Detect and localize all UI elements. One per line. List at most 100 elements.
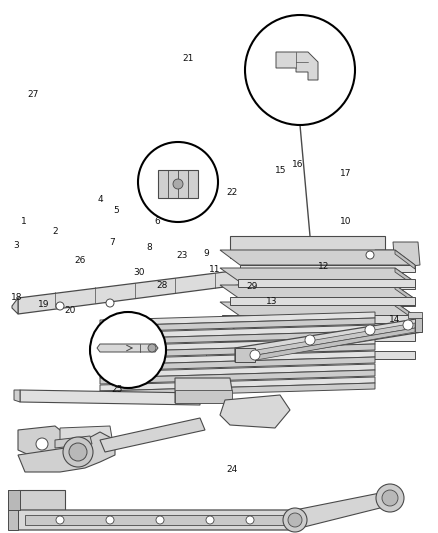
Polygon shape [8, 490, 18, 530]
Text: 12: 12 [318, 262, 330, 271]
Text: 23: 23 [176, 252, 187, 260]
Polygon shape [395, 285, 415, 303]
Polygon shape [220, 250, 415, 265]
Polygon shape [395, 268, 415, 286]
Polygon shape [18, 248, 415, 314]
Polygon shape [60, 426, 112, 440]
Text: 29: 29 [246, 282, 258, 291]
Text: 6: 6 [155, 217, 161, 225]
Circle shape [173, 179, 183, 189]
Polygon shape [220, 302, 415, 316]
Polygon shape [100, 370, 375, 384]
Polygon shape [393, 242, 420, 268]
Text: 2: 2 [52, 228, 57, 236]
Polygon shape [100, 312, 375, 326]
Polygon shape [206, 351, 415, 359]
Circle shape [156, 516, 164, 524]
Polygon shape [175, 378, 232, 403]
Polygon shape [20, 390, 200, 405]
Circle shape [56, 516, 64, 524]
Polygon shape [8, 490, 20, 510]
Circle shape [63, 437, 93, 467]
Polygon shape [395, 250, 415, 269]
Polygon shape [375, 250, 402, 278]
Polygon shape [220, 268, 415, 282]
Text: 21: 21 [183, 54, 194, 63]
Polygon shape [100, 418, 205, 452]
Text: 17: 17 [340, 169, 352, 177]
Circle shape [206, 516, 214, 524]
Polygon shape [235, 348, 255, 362]
Text: 30: 30 [134, 269, 145, 277]
Polygon shape [100, 344, 375, 358]
Polygon shape [100, 377, 375, 391]
Polygon shape [230, 250, 385, 258]
Circle shape [283, 508, 307, 532]
Polygon shape [395, 319, 415, 337]
Polygon shape [14, 390, 20, 402]
Circle shape [246, 516, 254, 524]
Polygon shape [222, 315, 415, 323]
Polygon shape [100, 364, 375, 378]
Circle shape [106, 516, 114, 524]
Text: 19: 19 [38, 301, 49, 309]
Polygon shape [18, 490, 65, 510]
Polygon shape [100, 331, 375, 345]
Text: 22: 22 [226, 189, 238, 197]
Circle shape [138, 142, 218, 222]
Circle shape [403, 320, 413, 330]
Circle shape [366, 251, 374, 259]
Polygon shape [280, 258, 330, 310]
Polygon shape [276, 52, 318, 80]
Polygon shape [220, 319, 415, 333]
Polygon shape [220, 285, 415, 299]
Text: 15: 15 [275, 166, 286, 175]
Polygon shape [55, 436, 92, 448]
Polygon shape [295, 268, 322, 285]
Text: 14: 14 [389, 316, 400, 324]
Circle shape [365, 325, 375, 335]
Circle shape [376, 484, 404, 512]
Polygon shape [295, 490, 400, 528]
Text: 27: 27 [27, 91, 39, 99]
Polygon shape [230, 236, 385, 250]
Circle shape [69, 443, 87, 461]
Polygon shape [240, 282, 415, 289]
Polygon shape [25, 515, 295, 525]
Polygon shape [100, 383, 375, 397]
Text: 24: 24 [226, 465, 238, 473]
Polygon shape [235, 318, 422, 362]
Polygon shape [240, 265, 415, 272]
Polygon shape [18, 426, 70, 460]
Text: 18: 18 [11, 293, 22, 302]
Text: 7: 7 [109, 238, 115, 247]
Polygon shape [214, 333, 415, 341]
Circle shape [148, 344, 156, 352]
Text: 9: 9 [203, 249, 209, 257]
Polygon shape [240, 299, 415, 306]
Text: 25: 25 [112, 385, 123, 393]
Circle shape [250, 350, 260, 360]
Polygon shape [158, 170, 198, 198]
Polygon shape [238, 279, 415, 287]
Circle shape [106, 299, 114, 307]
Circle shape [288, 513, 302, 527]
Text: 16: 16 [292, 160, 304, 168]
Text: 11: 11 [209, 265, 220, 273]
Circle shape [90, 312, 166, 388]
Text: 28: 28 [156, 281, 168, 289]
Polygon shape [12, 298, 18, 314]
Circle shape [36, 438, 48, 450]
Polygon shape [240, 333, 415, 340]
Polygon shape [375, 264, 400, 277]
Circle shape [245, 15, 355, 125]
Text: 5: 5 [113, 206, 119, 215]
Polygon shape [100, 357, 375, 371]
Polygon shape [240, 316, 415, 323]
Polygon shape [100, 351, 375, 365]
Text: 1: 1 [21, 217, 27, 225]
Polygon shape [18, 432, 115, 472]
Text: 10: 10 [340, 217, 352, 225]
Text: 20: 20 [64, 306, 76, 314]
Polygon shape [100, 325, 375, 339]
